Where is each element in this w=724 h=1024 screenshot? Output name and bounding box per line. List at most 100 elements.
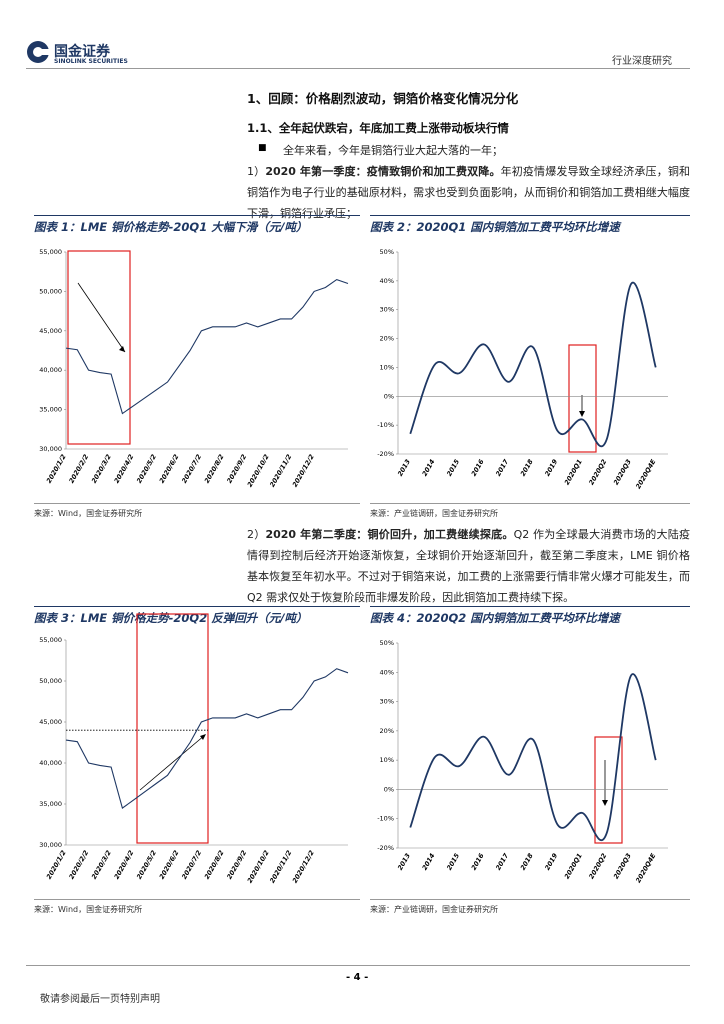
x-tick-label: 2019 xyxy=(543,852,559,872)
x-tick-label: 2020/8/2 xyxy=(203,453,226,485)
y-tick-label: 50% xyxy=(380,639,394,647)
x-tick-label: 2020/5/2 xyxy=(135,453,158,485)
header-rule xyxy=(26,68,690,69)
x-tick-label: 2016 xyxy=(470,852,486,872)
y-tick-label: 35,000 xyxy=(39,800,62,808)
highlight-box xyxy=(594,736,623,844)
y-tick-label: -20% xyxy=(377,450,394,458)
paragraph: 2）2020 年第二季度：铜价回升，加工费继续探底。Q2 作为全球最大消费市场的… xyxy=(247,524,690,608)
paragraph: 1）2020 年第一季度：疫情致铜价和加工费双降。年初疫情爆发导致全球经济承压，… xyxy=(247,161,690,224)
chart: -20% -10% 0% 10% 20% 30% 40% 50% 2013 2014 2015 201… xyxy=(377,639,668,884)
figure-source: 来源：Wind，国金证券研究所 xyxy=(34,503,360,519)
highlight-box xyxy=(67,250,131,445)
y-tick-label: 45,000 xyxy=(39,718,62,726)
x-tick-label: 2020/3/2 xyxy=(90,453,113,485)
arrow xyxy=(77,282,126,353)
x-tick-label: 2020/10/2 xyxy=(246,849,271,885)
x-tick-label: 2020/10/2 xyxy=(246,453,271,489)
figure-title: 图表 3：LME 铜价格走势-20Q2 反弹回升（元/吨） xyxy=(34,606,360,626)
y-tick-label: 30% xyxy=(380,698,394,706)
x-tick-label: 2020Q2 xyxy=(587,852,608,881)
para-text: 年初疫情爆发导致全球经济承压，铜和铜箔作为电子行业的基础原材料，需求也受到负面影… xyxy=(247,165,691,220)
y-tick-label: 40% xyxy=(380,668,394,676)
x-tick-label: 2020/9/2 xyxy=(225,849,248,881)
figure-title: 图表 4：2020Q2 国内铜箔加工费平均环比增速 xyxy=(370,606,690,626)
x-tick-label: 2014 xyxy=(421,458,437,478)
subheading: 1.1、全年起伏跌宕，年底加工费上涨带动板块行情 xyxy=(247,121,509,135)
x-tick-label: 2017 xyxy=(494,852,510,872)
x-tick-label: 2020/1/2 xyxy=(45,453,68,485)
figure-source: 来源：Wind，国金证券研究所 xyxy=(34,899,360,915)
data-line xyxy=(409,673,657,842)
arrow-head xyxy=(119,346,125,352)
y-tick-label: 55,000 xyxy=(39,636,62,644)
y-tick-label: -20% xyxy=(377,844,394,852)
x-tick-label: 2014 xyxy=(421,852,437,872)
y-tick-label: 50% xyxy=(380,248,394,256)
figure-title: 图表 1：LME 铜价格走势-20Q1 大幅下滑（元/吨） xyxy=(34,215,360,235)
x-tick-label: 2020Q2 xyxy=(587,458,608,487)
x-tick-label: 2020/3/2 xyxy=(90,849,113,881)
y-tick-label: 30,000 xyxy=(39,841,62,849)
logo-icon xyxy=(27,41,50,63)
chart: -20% -10% 0% 10% 20% 30% 40% 50% 2013 2014 2015 201… xyxy=(377,248,668,491)
x-tick-label: 2020/11/2 xyxy=(268,849,293,885)
highlight-box xyxy=(568,344,597,453)
x-tick-label: 2020/5/2 xyxy=(135,849,158,881)
y-tick-label: -10% xyxy=(377,421,394,429)
x-tick-label: 2020/12/2 xyxy=(291,453,316,489)
arrow-head xyxy=(200,734,206,740)
logo-en: SINOLINK SECURITIES xyxy=(54,58,128,65)
figure-source: 来源：产业链调研，国金证券研究所 xyxy=(370,503,690,519)
x-tick-label: 2015 xyxy=(445,458,461,478)
para-number: 1） xyxy=(247,165,266,178)
page-number: - 4 - xyxy=(346,972,369,983)
y-tick-label: 10% xyxy=(380,756,394,764)
x-tick-label: 2020Q4E xyxy=(634,458,657,491)
x-tick-label: 2020Q1 xyxy=(563,852,584,880)
x-tick-label: 2013 xyxy=(396,458,412,478)
x-tick-label: 2020Q1 xyxy=(563,458,584,486)
x-tick-label: 2020Q3 xyxy=(612,458,633,487)
y-tick-label: 50,000 xyxy=(39,677,62,685)
x-tick-label: 2020/11/2 xyxy=(268,453,293,489)
arrow-head xyxy=(602,800,608,806)
figure-source: 来源：产业链调研，国金证券研究所 xyxy=(370,899,690,915)
x-tick-label: 2020/4/2 xyxy=(113,849,136,881)
x-tick-label: 2018 xyxy=(519,852,535,872)
x-tick-label: 2020Q3 xyxy=(612,852,633,881)
chart: 30,000 35,000 40,000 45,000 50,000 55,000 2020… xyxy=(39,248,349,489)
x-tick-label: 2016 xyxy=(470,458,486,478)
x-tick-label: 2020/6/2 xyxy=(158,849,181,881)
x-tick-label: 2020/9/2 xyxy=(225,453,248,485)
x-tick-label: 2020/7/2 xyxy=(180,849,203,881)
y-tick-label: 40,000 xyxy=(39,366,62,374)
para-number: 2） xyxy=(247,528,266,541)
y-tick-label: 20% xyxy=(380,335,394,343)
y-tick-label: 30% xyxy=(380,306,394,314)
figure-title: 图表 2：2020Q1 国内铜箔加工费平均环比增速 xyxy=(370,215,690,235)
highlight-box xyxy=(136,613,209,844)
disclaimer: 敬请参阅最后一页特别声明 xyxy=(40,994,160,1005)
y-tick-label: 55,000 xyxy=(39,248,62,256)
logo-cn: 国金证券 xyxy=(54,44,110,60)
y-tick-label: 50,000 xyxy=(39,287,62,295)
para-lead: 2020 年第一季度：疫情致铜价和加工费双降。 xyxy=(265,165,501,178)
y-tick-label: 0% xyxy=(384,392,394,400)
para-text: Q2 作为全球最大消费市场的大陆疫情得到控制后经济开始逐渐恢复，全球铜价开始逐渐… xyxy=(247,528,690,604)
chart: 30,000 35,000 40,000 45,000 50,000 55,000 2020… xyxy=(39,613,349,885)
x-tick-label: 2018 xyxy=(519,458,535,478)
arrow xyxy=(139,734,206,791)
x-tick-label: 2020/2/2 xyxy=(67,453,90,485)
heading: 1、回顾：价格剧烈波动，铜箔价格变化情况分化 xyxy=(247,91,519,106)
report-type: 行业深度研究 xyxy=(612,56,672,67)
x-tick-label: 2013 xyxy=(396,852,412,872)
data-line xyxy=(65,668,349,810)
x-tick-label: 2017 xyxy=(494,458,510,478)
y-tick-label: 35,000 xyxy=(39,406,62,414)
x-tick-label: 2020/1/2 xyxy=(45,849,68,881)
y-tick-label: -10% xyxy=(377,815,394,823)
bullet-icon: ■ xyxy=(258,143,267,153)
x-tick-label: 2020/12/2 xyxy=(291,849,316,885)
